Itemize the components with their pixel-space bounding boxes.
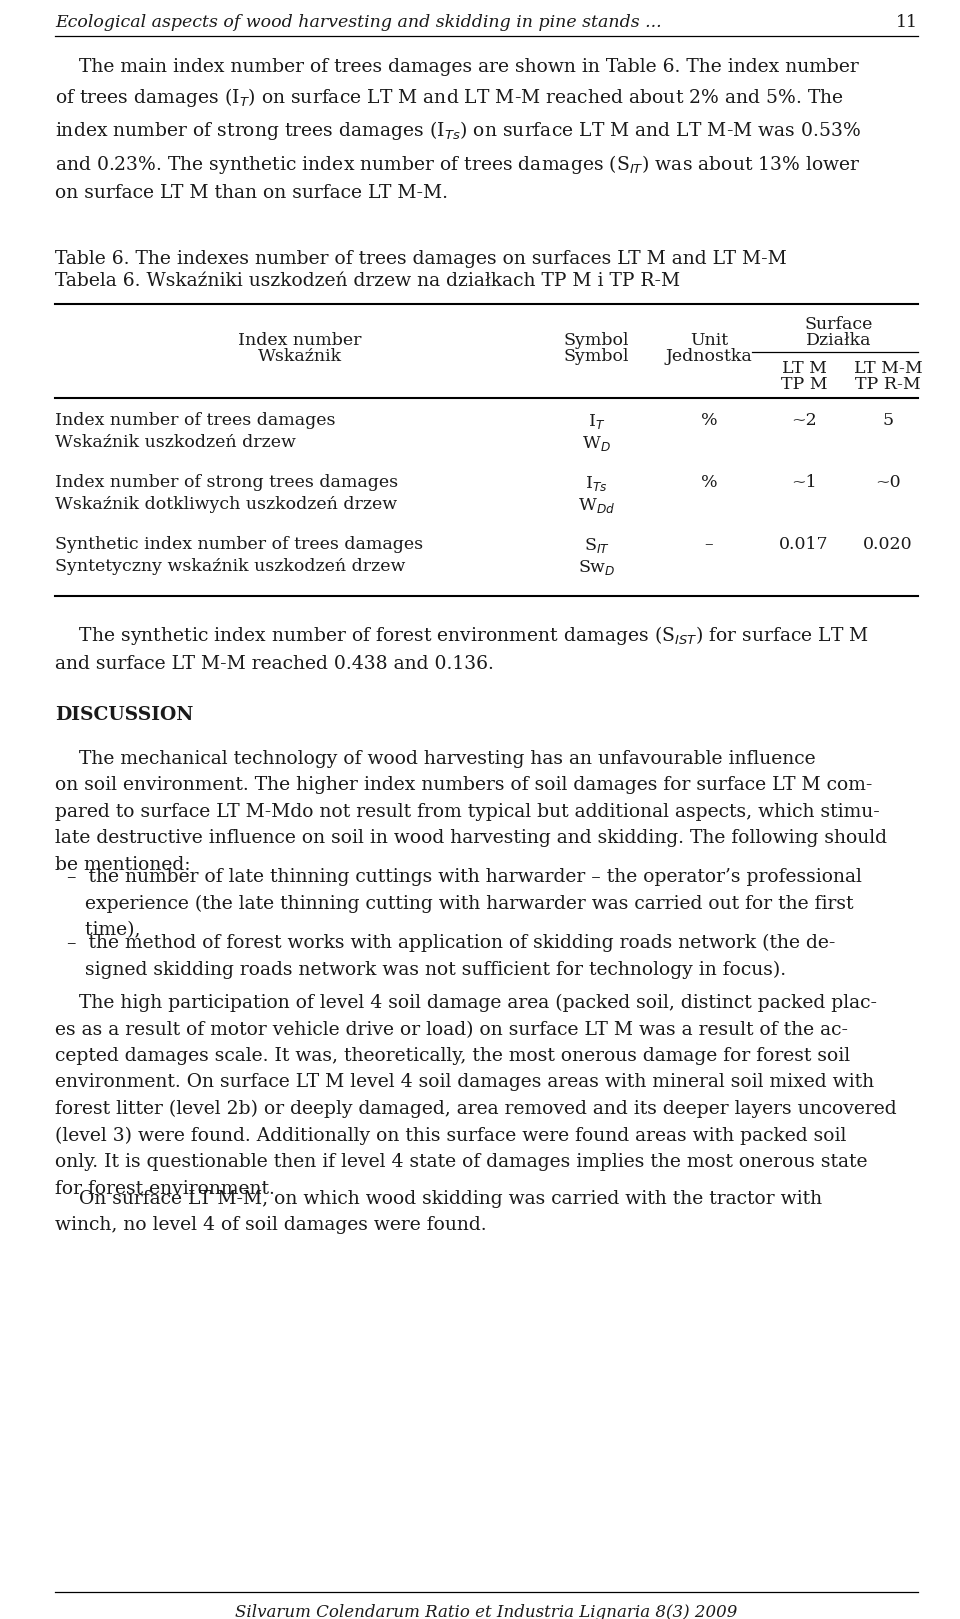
Text: –  the number of late thinning cuttings with harwarder – the operator’s professi: – the number of late thinning cuttings w… [55, 868, 862, 939]
Text: Table 6. The indexes number of trees damages on surfaces LT M and LT M-M: Table 6. The indexes number of trees dam… [55, 249, 787, 269]
Text: ~2: ~2 [791, 411, 817, 429]
Text: %: % [701, 411, 717, 429]
Text: S$_{IT}$: S$_{IT}$ [584, 536, 610, 555]
Text: Sw$_D$: Sw$_D$ [578, 559, 615, 576]
Text: Surface: Surface [804, 316, 874, 334]
Text: 11: 11 [896, 15, 918, 31]
Text: Wskaźnik uszkodzeń drzew: Wskaźnik uszkodzeń drzew [55, 434, 296, 452]
Text: LT M: LT M [781, 359, 827, 377]
Text: Symbol: Symbol [564, 332, 629, 350]
Text: Tabela 6. Wskaźniki uszkodzeń drzew na działkach TP M i TP R-M: Tabela 6. Wskaźniki uszkodzeń drzew na d… [55, 272, 680, 290]
Text: Działka: Działka [806, 332, 872, 350]
Text: Index number: Index number [238, 332, 362, 350]
Text: Index number of trees damages: Index number of trees damages [55, 411, 335, 429]
Text: The synthetic index number of forest environment damages (S$_{IST}$) for surface: The synthetic index number of forest env… [55, 623, 869, 674]
Text: The high participation of level 4 soil damage area (packed soil, distinct packed: The high participation of level 4 soil d… [55, 994, 897, 1198]
Text: %: % [701, 474, 717, 491]
Text: –: – [705, 536, 713, 554]
Text: Syntetyczny wskaźnik uszkodzeń drzew: Syntetyczny wskaźnik uszkodzeń drzew [55, 559, 405, 575]
Text: Unit: Unit [690, 332, 728, 350]
Text: The main index number of trees damages are shown in Table 6. The index number
of: The main index number of trees damages a… [55, 58, 861, 202]
Text: Silvarum Colendarum Ratio et Industria Lignaria 8(3) 2009: Silvarum Colendarum Ratio et Industria L… [235, 1604, 737, 1619]
Text: I$_T$: I$_T$ [588, 411, 605, 431]
Text: TP R-M: TP R-M [855, 376, 921, 393]
Text: –  the method of forest works with application of skidding roads network (the de: – the method of forest works with applic… [55, 934, 835, 979]
Text: Jednostka: Jednostka [665, 348, 753, 364]
Text: The mechanical technology of wood harvesting has an unfavourable influence
on so: The mechanical technology of wood harves… [55, 750, 887, 874]
Text: LT M-M: LT M-M [853, 359, 923, 377]
Text: On surface LT M-M, on which wood skidding was carried with the tractor with
winc: On surface LT M-M, on which wood skiddin… [55, 1190, 822, 1234]
Text: W$_D$: W$_D$ [582, 434, 611, 453]
Text: Symbol: Symbol [564, 348, 629, 364]
Text: W$_{Dd}$: W$_{Dd}$ [578, 495, 615, 515]
Text: ~0: ~0 [876, 474, 900, 491]
Text: TP M: TP M [780, 376, 828, 393]
Text: 5: 5 [882, 411, 894, 429]
Text: Ecological aspects of wood harvesting and skidding in pine stands ...: Ecological aspects of wood harvesting an… [55, 15, 661, 31]
Text: Index number of strong trees damages: Index number of strong trees damages [55, 474, 398, 491]
Text: DISCUSSION: DISCUSSION [55, 706, 193, 724]
Text: I$_{Ts}$: I$_{Ts}$ [586, 474, 608, 494]
Text: 0.020: 0.020 [863, 536, 913, 554]
Text: Synthetic index number of trees damages: Synthetic index number of trees damages [55, 536, 423, 554]
Text: 0.017: 0.017 [780, 536, 828, 554]
Text: Wskaźnik dotkliwych uszkodzeń drzew: Wskaźnik dotkliwych uszkodzeń drzew [55, 495, 397, 513]
Text: ~1: ~1 [791, 474, 817, 491]
Text: Wskaźnik: Wskaźnik [258, 348, 342, 364]
